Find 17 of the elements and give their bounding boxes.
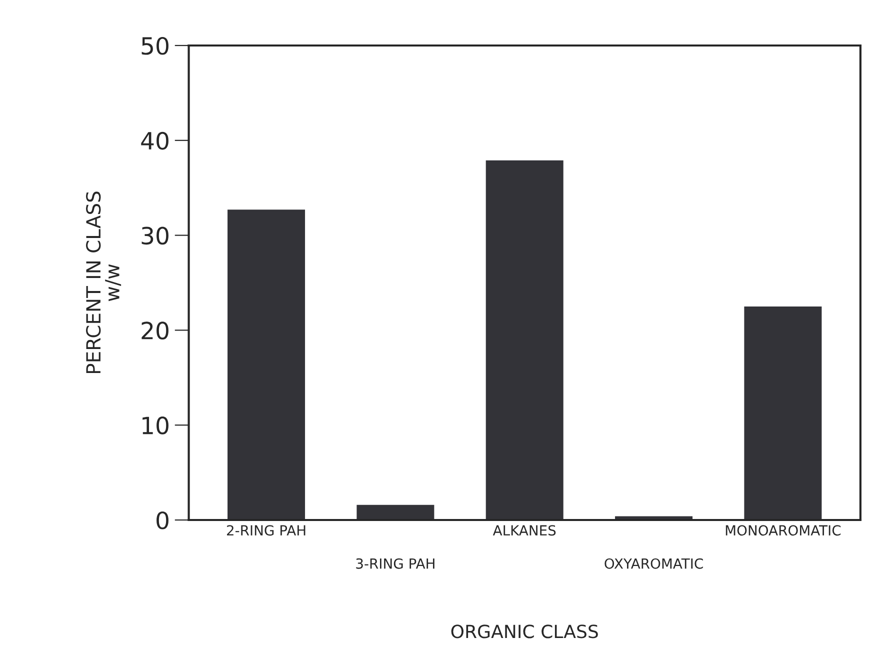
y-tick-label: 30 [142, 226, 168, 245]
y-tick-label: 40 [141, 132, 168, 150]
x-tick-label: 2-RING PAH [226, 525, 306, 536]
bar [744, 306, 822, 520]
bar [356, 504, 434, 520]
bar [228, 210, 306, 520]
y-tick-label: 10 [142, 416, 168, 434]
x-tick-label: 3-RING PAH [356, 558, 434, 569]
x-tick-label: ALKANES [492, 525, 556, 536]
bar [486, 160, 564, 520]
y-axis-title: PERCENT IN CLASS w/w [86, 192, 122, 373]
y-tick-label: 50 [142, 36, 168, 55]
y-tick-label: 20 [142, 322, 168, 340]
x-axis-title: ORGANIC CLASS [451, 624, 598, 638]
y-tick-label: 0 [156, 511, 168, 530]
x-tick-label: MONOAROMATIC [726, 525, 841, 536]
x-tick-label: OXYAROMATIC [604, 558, 703, 569]
